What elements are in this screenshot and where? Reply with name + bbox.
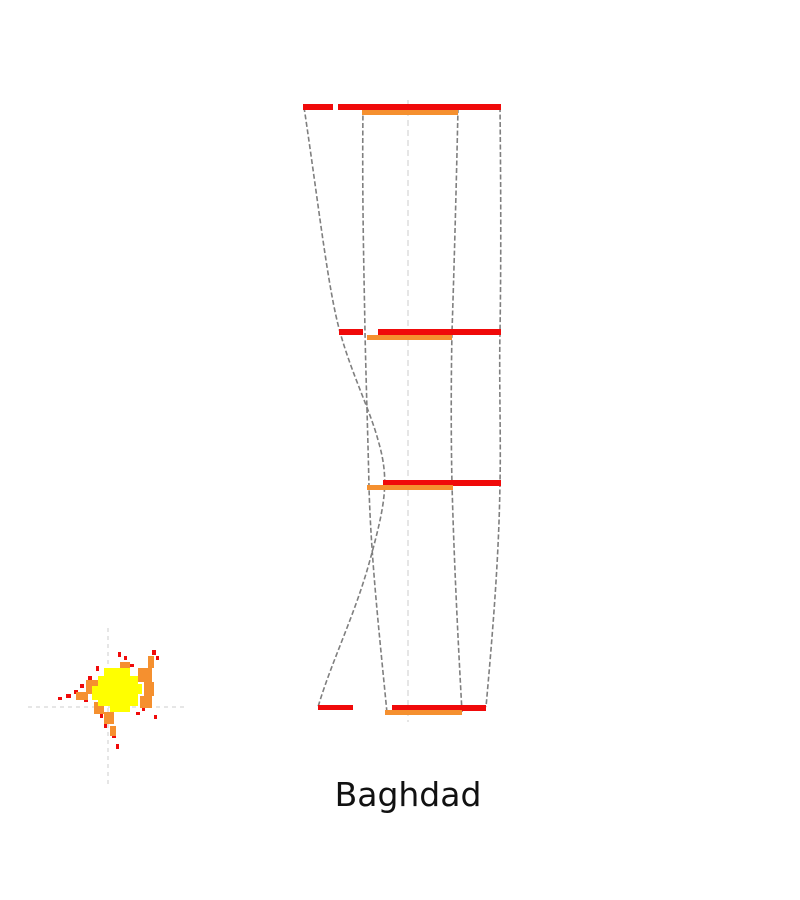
bar-row-1 [303, 104, 501, 115]
city-name-label: Baghdad [334, 775, 482, 814]
connector-lines [303, 106, 502, 714]
urban-footprint-blob-icon [28, 628, 188, 788]
bar-row-4 [318, 705, 486, 715]
bar-row-2 [339, 329, 501, 340]
bar-row-3 [367, 480, 501, 490]
